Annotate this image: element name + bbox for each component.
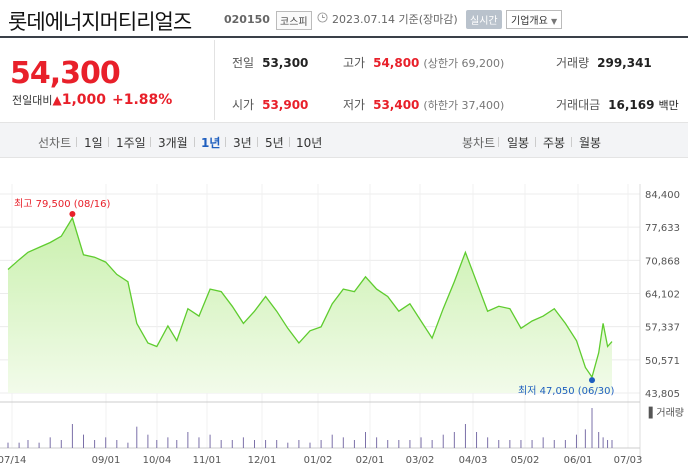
high-value: 54,800 [373,56,420,70]
range-10y[interactable]: 10년 [296,136,323,150]
divider [225,137,226,147]
stat-prev-close: 전일 53,300 [232,54,308,71]
x-tick-label: 12/01 [248,455,277,466]
stock-code: 020150 [224,13,270,26]
divider [214,40,215,120]
x-tick-label: 10/04 [143,455,172,466]
open-value: 53,900 [262,98,309,112]
x-tick-label: 01/02 [304,455,333,466]
change-label: 전일대비 [12,94,53,107]
x-tick-label: 05/02 [511,455,540,466]
volume-axis-label: ▌거래량 [648,406,684,419]
range-5y[interactable]: 5년 [265,136,284,150]
price-panel: 54,300 전일대비▲1,000 +1.88% [0,40,688,120]
divider [257,137,258,147]
prev-close-label: 전일 [232,56,255,70]
range-1d[interactable]: 1일 [84,136,103,150]
x-tick-label: 09/01 [92,455,121,466]
divider [108,137,109,147]
range-3m[interactable]: 3개월 [158,136,188,150]
divider [76,137,77,147]
lower-limit: (하한가 37,400) [423,99,505,112]
stat-volume: 거래량 299,341 [556,54,652,71]
y-tick-label: 84,400 [645,190,680,201]
upper-limit: (상한가 69,200) [423,57,505,70]
up-arrow-icon: ▲ [52,93,62,107]
price-line [7,216,613,379]
divider [535,137,536,147]
divider [289,137,290,147]
stat-low: 저가 53,400 (하한가 37,400) [343,96,504,113]
candle-daily[interactable]: 일봉 [507,136,530,150]
price-change-row: 전일대비▲1,000 +1.88% [12,92,172,108]
x-tick-label: 07/14 [0,455,26,466]
change-value: 1,000 [61,92,107,108]
x-tick-label: 02/01 [356,455,385,466]
candle-chart-label[interactable]: 봉차트 [462,136,496,150]
stat-trade-value: 거래대금 16,169 백만 [556,96,679,113]
change-percent: +1.88% [112,92,173,108]
prev-close-value: 53,300 [262,56,309,70]
divider [150,137,151,147]
x-tick-label: 04/03 [459,455,488,466]
trade-value-unit: 백만 [658,99,679,112]
y-tick-label: 57,337 [645,323,680,334]
company-overview-button[interactable]: 기업개요 ▼ [506,10,563,29]
realtime-button[interactable]: 실시간 [466,10,502,29]
stock-title: 롯데에너지머티리얼즈 [8,10,192,34]
x-tick-label: 03/02 [406,455,435,466]
candle-monthly[interactable]: 월봉 [579,136,602,150]
y-tick-label: 77,633 [645,223,680,234]
min-point [589,377,596,384]
y-tick-label: 43,805 [645,389,680,400]
chevron-down-icon: ▼ [551,17,558,26]
trade-value-label: 거래대금 [556,98,601,112]
volume-value: 299,341 [597,56,652,70]
x-tick-label: 07/03 [614,455,643,466]
stat-open: 시가 53,900 [232,96,308,113]
divider [194,137,195,147]
trade-value: 16,169 [608,98,655,112]
price-chart[interactable]: 84,400 77,633 70,868 64,102 57,337 50,571 43,8… [0,158,688,473]
base-date: 2023.07.14 기준(장마감) [332,13,458,26]
range-3y[interactable]: 3년 [233,136,252,150]
range-1y[interactable]: 1년 [201,136,221,150]
current-price: 54,300 [10,56,121,91]
candle-weekly[interactable]: 주봉 [543,136,566,150]
max-annotation: 최고 79,500 (08/16) [14,198,110,210]
high-label: 고가 [343,56,366,70]
x-tick-label: 11/01 [193,455,222,466]
chart-toolbar: 선차트 1일 1주일 3개월 1년 3년 5년 10년 봉차트 일봉 주봉 월봉 [0,122,688,158]
price-area [8,218,612,393]
volume-label: 거래량 [556,56,590,70]
min-annotation: 최저 47,050 (06/30) [518,385,614,397]
clock-icon [317,12,328,23]
low-value: 53,400 [373,98,420,112]
y-tick-label: 70,868 [645,256,680,267]
market-badge: 코스피 [276,11,312,30]
stock-header: 롯데에너지머티리얼즈 020150 코스피 2023.07.14 기준(장마감)… [0,0,688,38]
divider [571,137,572,147]
range-1w[interactable]: 1주일 [116,136,146,150]
company-overview-label: 기업개요 [511,16,548,27]
divider [498,137,499,147]
y-tick-label: 64,102 [645,290,680,301]
y-tick-label: 50,571 [645,356,680,367]
open-label: 시가 [232,98,255,112]
x-tick-label: 06/01 [564,455,593,466]
low-label: 저가 [343,98,366,112]
stat-high: 고가 54,800 (상한가 69,200) [343,54,504,71]
line-chart-label[interactable]: 선차트 [38,136,72,150]
max-point [69,211,76,218]
